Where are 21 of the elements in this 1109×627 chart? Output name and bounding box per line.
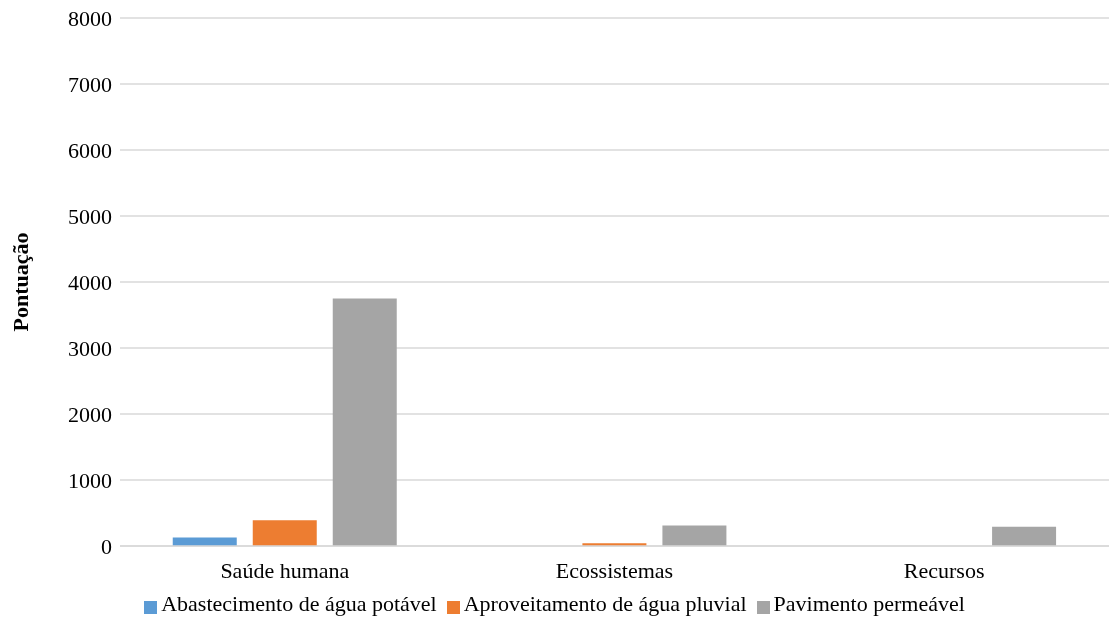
legend-label: Abastecimento de água potável	[161, 591, 437, 616]
legend-label: Aproveitamento de água pluvial	[463, 591, 747, 616]
bar	[992, 526, 1057, 546]
y-axis-title: Pontuação	[7, 232, 33, 332]
y-tick-label: 3000	[68, 335, 112, 361]
x-tick-label: Saúde humana	[220, 557, 350, 583]
y-tick-label: 1000	[68, 467, 112, 493]
y-tick-label: 0	[101, 533, 112, 559]
bar	[172, 537, 237, 546]
y-tick-label: 4000	[68, 269, 112, 295]
x-tick-label: Recursos	[903, 557, 985, 583]
legend-label: Pavimento permeável	[773, 591, 965, 616]
y-tick-label: 7000	[68, 71, 112, 97]
x-tick-label: Ecossistemas	[555, 557, 674, 583]
bar	[662, 525, 727, 546]
y-tick-label: 8000	[68, 5, 112, 31]
bar	[252, 520, 317, 546]
y-tick-label: 2000	[68, 401, 112, 427]
bar	[332, 298, 397, 546]
y-tick-label: 5000	[68, 203, 112, 229]
y-tick-label: 6000	[68, 137, 112, 163]
